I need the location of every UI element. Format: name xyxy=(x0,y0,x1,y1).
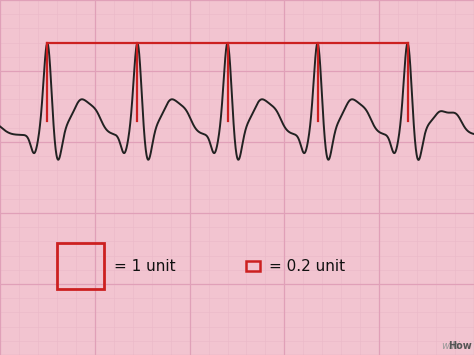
Text: How: How xyxy=(448,342,472,351)
Bar xyxy=(57,243,104,289)
Text: = 0.2 unit: = 0.2 unit xyxy=(269,259,346,274)
Bar xyxy=(246,261,260,271)
Text: wiki: wiki xyxy=(442,342,461,351)
Text: = 1 unit: = 1 unit xyxy=(114,259,175,274)
